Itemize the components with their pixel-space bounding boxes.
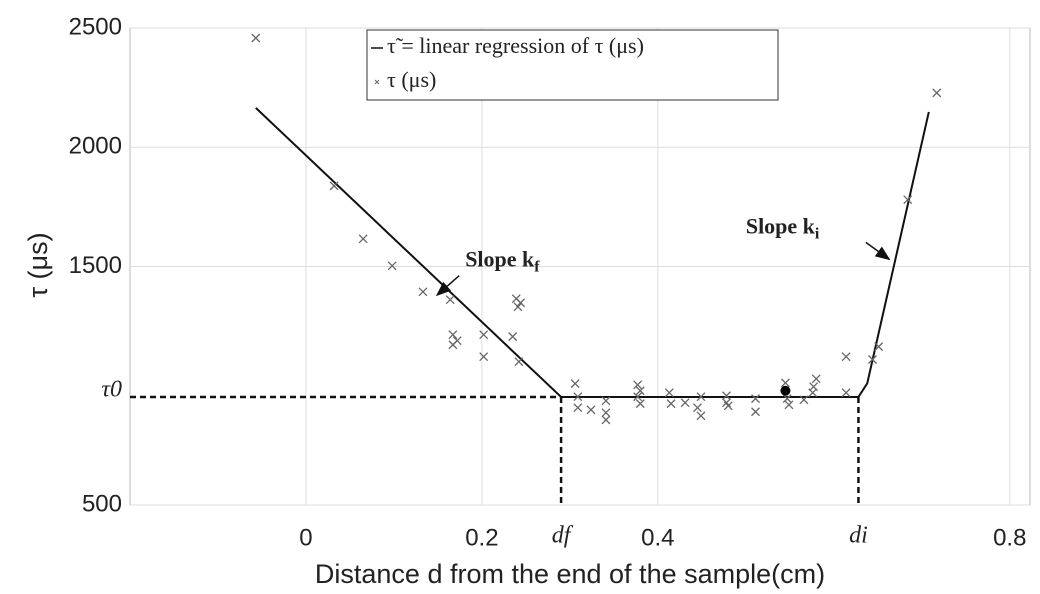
legend-label: τ (μs) [387, 67, 436, 92]
x-tick-label: 0.8 [993, 524, 1026, 551]
legend-swatch [374, 79, 380, 85]
data-point [418, 287, 428, 297]
x-axis-label: Distance d from the end of the sample(cm… [315, 559, 825, 589]
di-label: di [849, 523, 868, 549]
y-tick-label: 2000 [69, 133, 122, 160]
data-point [329, 181, 339, 191]
y-axis-label: τ (μs) [23, 232, 53, 297]
data-point [811, 374, 821, 384]
data-point [780, 378, 790, 388]
data-point [514, 357, 524, 367]
data-point [723, 401, 733, 411]
y-tick-label: 500 [82, 490, 122, 517]
y-tick-label: 2500 [69, 13, 122, 40]
highlight-point [780, 385, 791, 396]
data-point [586, 405, 596, 415]
data-point [903, 195, 913, 205]
data-point [808, 388, 818, 398]
annotation-subscript: i [815, 225, 820, 242]
data-point [601, 415, 611, 425]
data-point [932, 88, 942, 98]
data-point [358, 234, 368, 244]
data-point [251, 33, 261, 43]
data-point [516, 298, 526, 308]
data-point [601, 396, 611, 406]
data-point [696, 411, 706, 421]
data-point [874, 342, 884, 352]
annotation-text: Slope k [746, 213, 816, 238]
data-point [570, 379, 580, 389]
tau0-label: τ0 [101, 376, 122, 402]
annotation: Slope ki [746, 213, 820, 242]
data-point [841, 388, 851, 398]
x-tick-label: 0 [299, 524, 312, 551]
data-point [387, 261, 397, 271]
data-point [635, 399, 645, 409]
data-point [680, 398, 690, 408]
data-point [751, 407, 760, 417]
data-point [573, 392, 583, 402]
x-tick-label: 0.4 [641, 524, 674, 551]
legend [366, 29, 779, 101]
data-point [664, 388, 674, 398]
data-point [479, 330, 489, 340]
data-point [841, 352, 851, 362]
data-point [666, 399, 676, 409]
data-point [784, 400, 794, 410]
data-point [722, 391, 731, 401]
data-point [513, 302, 523, 312]
data-point [633, 380, 643, 390]
annotation: Slope kf [465, 247, 540, 276]
annotation-subscript: f [534, 258, 540, 275]
data-point [633, 392, 643, 402]
regression-line [255, 107, 930, 398]
y-tick-label: 1500 [69, 252, 122, 279]
data-point [868, 355, 877, 364]
data-point [445, 295, 455, 305]
data-point [692, 403, 702, 413]
data-point [452, 336, 462, 346]
data-point [696, 392, 706, 402]
x-tick-label: 0.2 [465, 524, 498, 551]
annotation-arrow [435, 275, 460, 297]
annotation-arrow [865, 241, 891, 261]
data-point [479, 352, 489, 362]
data-point [799, 395, 809, 405]
data-point [508, 332, 518, 342]
data-point [573, 403, 583, 413]
annotation-text: Slope k [465, 247, 535, 272]
data-point [448, 330, 458, 340]
data-point [751, 394, 760, 404]
legend-label: τ̃ = linear regression of τ (μs) [387, 33, 644, 58]
data-point [601, 408, 611, 418]
df-label: df [552, 523, 574, 549]
data-point [635, 386, 645, 396]
